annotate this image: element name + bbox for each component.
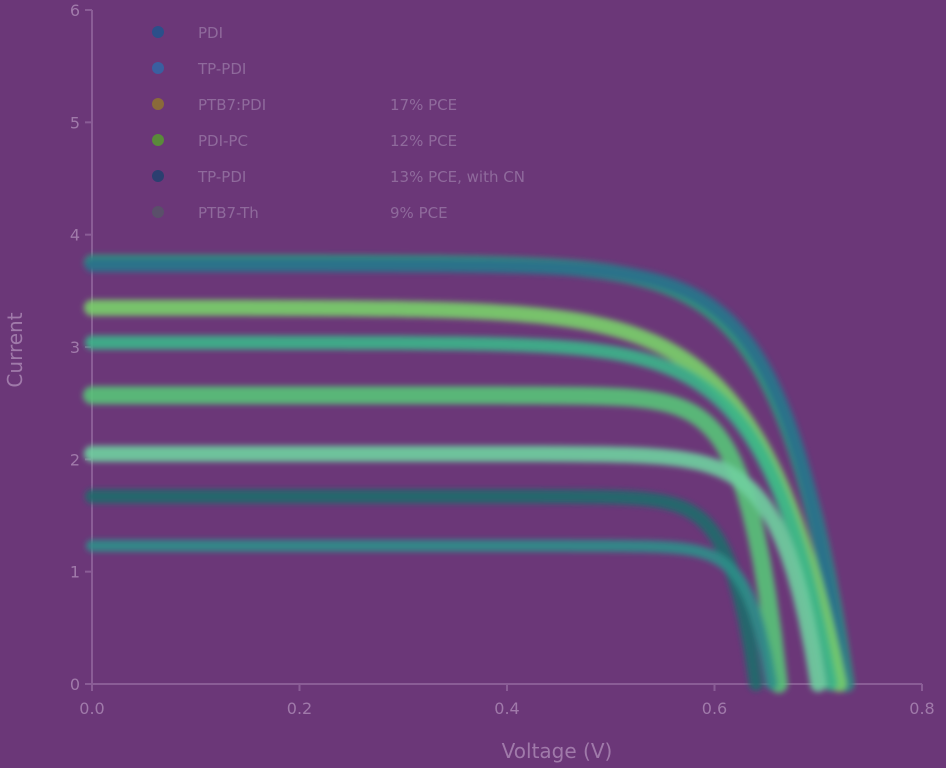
curves bbox=[83, 254, 855, 693]
x-tick-label: 0.0 bbox=[79, 699, 104, 718]
y-tick-label: 0 bbox=[70, 675, 80, 694]
legend-marker bbox=[152, 134, 164, 146]
legend-label: TP-PDI bbox=[197, 168, 246, 186]
legend-extra: 13% PCE, with CN bbox=[390, 168, 525, 186]
x-tick-label: 0.6 bbox=[702, 699, 727, 718]
series-line-g bbox=[84, 445, 827, 692]
legend-extra: 12% PCE bbox=[390, 132, 457, 150]
axes: 0.0 0.2 0.4 0.6 0.8 0 1 2 3 4 5 6 bbox=[70, 1, 935, 718]
y-tick-label: 1 bbox=[70, 563, 80, 582]
legend-label: PTB7:PDI bbox=[198, 96, 266, 114]
legend-label: PDI-PC bbox=[198, 132, 248, 150]
y-tick-label: 6 bbox=[70, 1, 80, 20]
legend-label: TP-PDI bbox=[197, 60, 246, 78]
legend-marker bbox=[152, 26, 164, 38]
series-line-e bbox=[83, 386, 788, 693]
legend-marker bbox=[152, 62, 164, 74]
x-tick-label: 0.4 bbox=[494, 699, 519, 718]
y-tick-label: 4 bbox=[70, 226, 80, 245]
y-tick-label: 2 bbox=[70, 450, 80, 469]
legend-marker bbox=[152, 170, 164, 182]
legend-label: PDI bbox=[198, 24, 223, 42]
legend: PDI TP-PDI PTB7:PDI 17% PCE PDI-PC 12% PCE TP-… bbox=[152, 24, 525, 222]
series-line-f bbox=[85, 489, 763, 691]
x-tick-label: 0.8 bbox=[909, 699, 934, 718]
y-tick-label: 5 bbox=[70, 113, 80, 132]
legend-label: PTB7-Th bbox=[198, 204, 259, 222]
series-line-b bbox=[85, 258, 852, 691]
legend-marker bbox=[152, 98, 164, 110]
series-line-h bbox=[86, 539, 778, 690]
series-line-c bbox=[84, 299, 847, 692]
legend-extra: 17% PCE bbox=[390, 96, 457, 114]
legend-marker bbox=[152, 206, 164, 218]
y-tick-label: 3 bbox=[70, 338, 80, 357]
x-tick-label: 0.2 bbox=[287, 699, 312, 718]
y-axis-label: Current bbox=[3, 312, 27, 387]
x-axis-label: Voltage (V) bbox=[502, 739, 613, 763]
legend-extra: 9% PCE bbox=[390, 204, 448, 222]
series-line-d bbox=[85, 335, 838, 691]
